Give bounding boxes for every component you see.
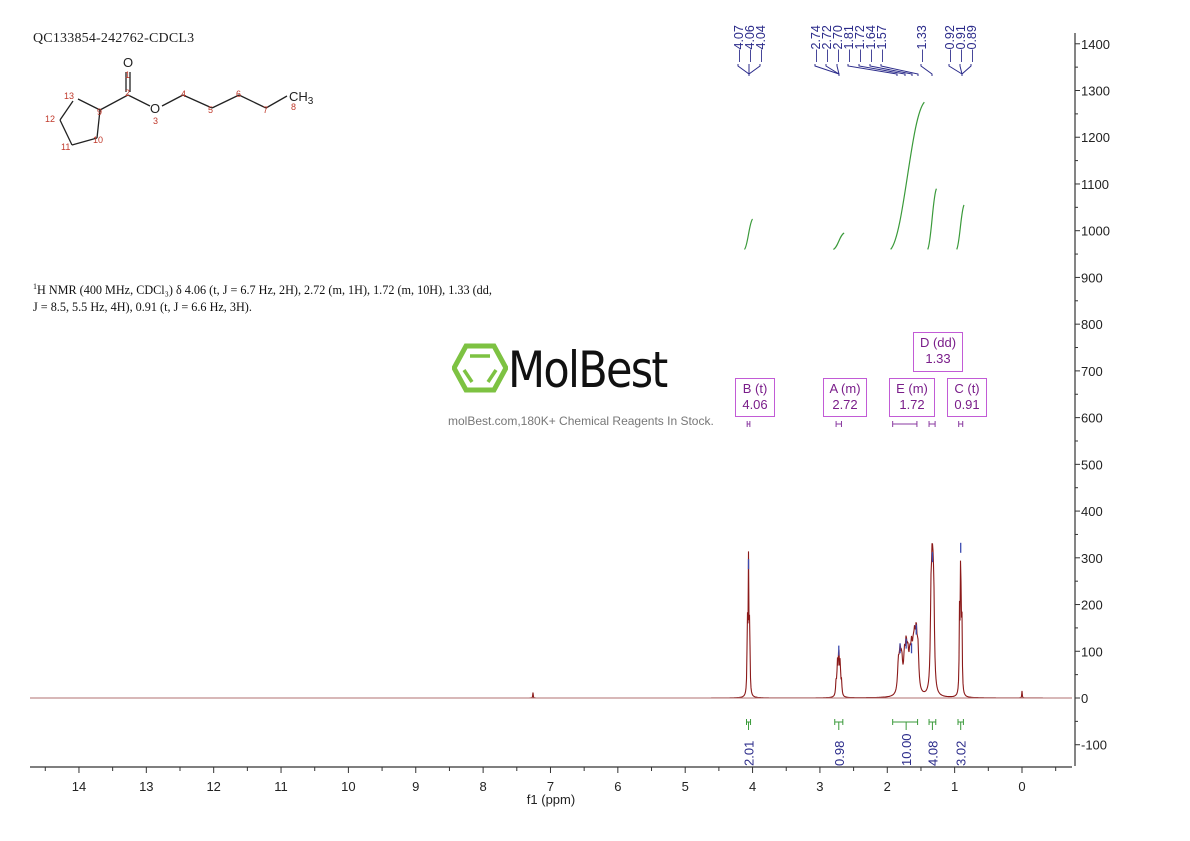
y-tick-label: 500: [1081, 457, 1103, 472]
y-tick-label: -100: [1081, 738, 1107, 753]
multiplet-box-e: E (m) 1.72: [889, 378, 935, 417]
atom-num: 12: [45, 114, 55, 124]
y-tick-label: 900: [1081, 270, 1103, 285]
peak-label: —0.89: [965, 25, 979, 62]
spectrum-trace: [30, 543, 1072, 699]
integral-value: 3.02: [954, 741, 969, 766]
integral-value: 10.00: [899, 733, 914, 766]
multiplet-box-c: C (t) 0.91: [947, 378, 987, 417]
atom-num: 10: [93, 135, 103, 145]
y-tick-label: 400: [1081, 504, 1103, 519]
y-axis: 1400130012001100100090080070060050040030…: [1074, 33, 1110, 766]
nmr-description: 1H NMR (400 MHz, CDCl₃) δ 4.06 (t, J = 6…: [33, 278, 553, 316]
x-tick-label: 10: [341, 779, 355, 794]
multiplet-box-d: D (dd) 1.33: [913, 332, 963, 372]
multiplet-box-a: A (m) 2.72: [823, 378, 867, 417]
integral-curves: [743, 101, 965, 250]
x-axis-label: f1 (ppm): [527, 792, 575, 807]
x-tick-label: 9: [412, 779, 419, 794]
x-axis: 14 13 12 11 10 9 8 7 6 5 4 3 2 1 0 f1 (ppm): [30, 766, 1072, 807]
integral-labels: 2.01 0.98 10.00 4.08 3.02: [742, 719, 969, 766]
y-tick-label: 200: [1081, 598, 1103, 613]
sample-id: QC133854-242762-CDCL3: [33, 31, 195, 46]
atom-num: 3: [153, 116, 158, 126]
peak-label: —0.91: [954, 25, 968, 62]
peak-label: —4.04: [754, 25, 768, 62]
peak-markers: [747, 542, 962, 656]
chemical-structure: O O CH3 1 2 3 4 5 6 7 8 9 10 11 12 13: [45, 55, 314, 152]
y-tick-label: 700: [1081, 364, 1103, 379]
watermark-tagline: molBest.com,180K+ Chemical Reagents In S…: [448, 414, 714, 428]
atom-num: 5: [208, 105, 213, 115]
integral-curve: [956, 204, 965, 250]
peak-label: —1.81: [842, 25, 856, 62]
y-tick-label: 800: [1081, 317, 1103, 332]
y-tick-label: 1100: [1081, 177, 1109, 192]
x-tick-label: 4: [749, 779, 756, 794]
x-tick-label: 7: [547, 779, 554, 794]
x-tick-label: 5: [682, 779, 689, 794]
integral-value: 2.01: [742, 741, 757, 766]
x-tick-label: 14: [72, 779, 86, 794]
integral-curve: [890, 101, 925, 250]
atom-num: 6: [236, 89, 241, 99]
peak-label: —1.64: [864, 25, 878, 62]
integral-curve: [743, 218, 754, 250]
integral-curve: [927, 188, 938, 250]
multiplet-range-bars: [746, 421, 964, 427]
y-tick-label: 600: [1081, 411, 1103, 426]
integral-value: 4.08: [925, 741, 940, 766]
multiplet-box-b: B (t) 4.06: [735, 378, 775, 417]
y-tick-label: 1400: [1081, 37, 1110, 52]
atom-num: 2: [125, 88, 130, 98]
atom-num: 11: [61, 142, 70, 152]
y-tick-label: 0: [1081, 691, 1088, 706]
peak-label: —2.72: [820, 25, 834, 62]
x-tick-label: 12: [206, 779, 220, 794]
atom-num: 13: [64, 91, 74, 101]
x-tick-label: 0: [1018, 779, 1025, 794]
peak-label: —1.72: [853, 25, 867, 62]
molbest-logo-icon: [452, 343, 508, 393]
x-tick-label: 8: [480, 779, 487, 794]
atom-num: 8: [291, 102, 296, 112]
integral-value: 0.98: [832, 741, 847, 766]
nmr-description-line2: J = 8.5, 5.5 Hz, 4H), 0.91 (t, J = 6.6 H…: [33, 300, 252, 315]
y-tick-label: 1000: [1081, 224, 1110, 239]
peak-label: —2.74: [809, 25, 823, 62]
x-tick-label: 11: [274, 779, 288, 794]
nmr-isotope: 1: [33, 282, 37, 291]
atom-num: 9: [97, 107, 102, 117]
x-tick-label: 6: [614, 779, 621, 794]
y-tick-label: 300: [1081, 551, 1103, 566]
y-tick-label: 1300: [1081, 84, 1110, 99]
x-tick-label: 3: [816, 779, 823, 794]
nmr-description-line1: H NMR (400 MHz, CDCl₃) δ 4.06 (t, J = 6.…: [37, 283, 492, 298]
peak-label: —2.70: [831, 25, 845, 62]
y-tick-label: 1200: [1081, 130, 1110, 145]
atom-num: 7: [263, 105, 268, 115]
atom-num: 1: [125, 70, 130, 80]
peak-label: —4.06: [743, 25, 757, 62]
x-tick-label: 13: [139, 779, 153, 794]
watermark-brand: MolBest: [508, 341, 668, 399]
peak-label: —4.07: [732, 25, 746, 62]
atom-num: 4: [181, 89, 186, 99]
integral-curve: [833, 232, 845, 250]
atom-o1: O: [123, 55, 133, 70]
atom-ch3: CH3: [289, 89, 314, 107]
peak-labels: —4.07—4.06—4.04 —2.74—2.72—2.70—1.81—1.72…: [732, 25, 979, 76]
peak-label: —0.92: [943, 25, 957, 62]
peak-label: —1.57: [875, 25, 889, 62]
atom-o3: O: [150, 101, 160, 116]
x-tick-label: 1: [951, 779, 958, 794]
peak-label: —1.33: [915, 25, 929, 62]
y-tick-label: 100: [1081, 644, 1103, 659]
x-tick-label: 2: [884, 779, 891, 794]
